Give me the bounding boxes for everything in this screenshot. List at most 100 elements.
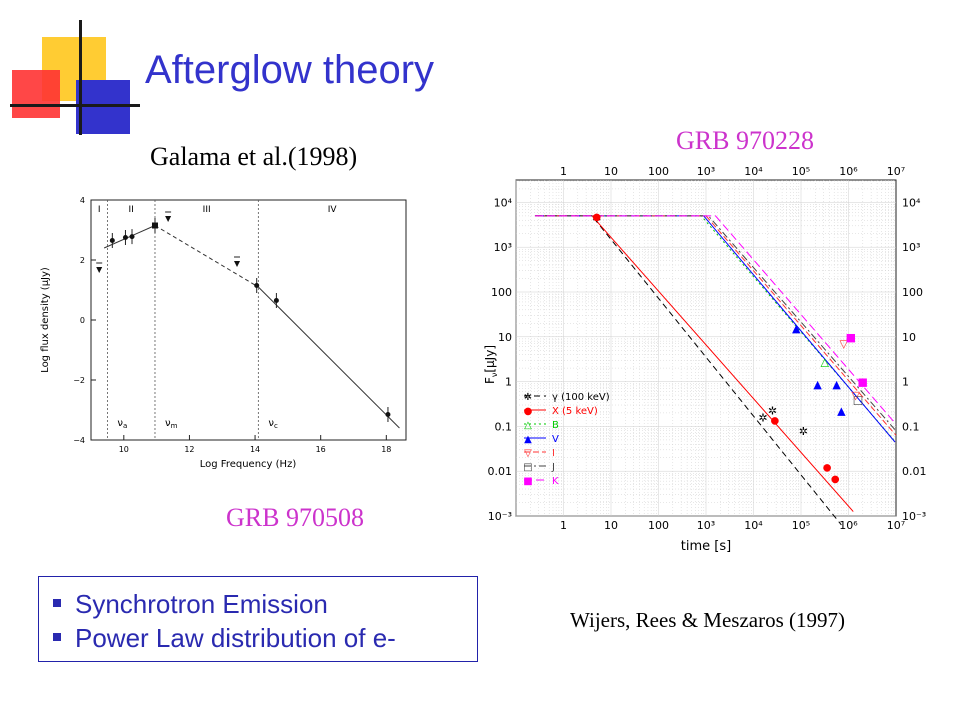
series-point: ✲ <box>799 425 808 438</box>
slide-title: Afterglow theory <box>145 48 435 92</box>
region-label: II <box>129 205 134 215</box>
bullet-square-icon <box>53 599 61 608</box>
chart1-ylabel: Log flux density (μJy) <box>40 267 51 373</box>
y-right-tick-label: 10⁴ <box>902 196 921 209</box>
y-tick-label: 2 <box>80 256 85 265</box>
series-point: ■ <box>858 376 868 389</box>
data-point <box>129 234 135 240</box>
y-tick-label: 0.1 <box>495 420 513 433</box>
x-top-tick-label: 1 <box>560 165 567 178</box>
legend-marker: ■ <box>523 476 532 487</box>
legend-marker: ▽ <box>524 448 532 459</box>
bullet-box: Synchrotron Emission Power Law distribut… <box>38 576 478 662</box>
right-citation: Wijers, Rees & Meszaros (1997) <box>570 608 845 632</box>
series-point: ✲ <box>758 411 767 424</box>
left-citation: Galama et al.(1998) <box>150 142 358 171</box>
upper-limit-arrow <box>234 261 241 267</box>
series-line <box>535 215 854 512</box>
legend-label: X (5 keV) <box>552 406 598 417</box>
legend-marker: ● <box>524 406 533 417</box>
x-tick-label: 1 <box>560 519 567 532</box>
legend-label: K <box>552 476 559 487</box>
data-point <box>385 412 391 417</box>
x-tick-label: 100 <box>648 519 669 532</box>
series-point: ▽ <box>851 389 860 402</box>
chart2-ylabel: Fν[μJy] <box>483 345 499 384</box>
series-point: ▲ <box>813 378 822 391</box>
series-point: □ <box>853 394 863 407</box>
chart1-frame <box>90 199 407 441</box>
y-tick-label: 4 <box>80 196 85 205</box>
x-top-tick-label: 10³ <box>697 165 715 178</box>
legend-label: V <box>552 434 559 445</box>
series-point: ● <box>592 212 601 223</box>
x-top-tick-label: 100 <box>648 165 669 178</box>
y-tick-label: 10⁴ <box>494 196 513 209</box>
legend-marker: △ <box>524 420 532 431</box>
data-point <box>122 235 128 240</box>
y-right-tick-label: 0.1 <box>902 420 920 433</box>
y-tick-label: 0.01 <box>488 465 513 478</box>
y-tick-label: 100 <box>491 286 512 299</box>
data-point <box>152 223 158 228</box>
break-label: νa <box>117 418 127 430</box>
y-tick-label: 10⁻³ <box>488 510 512 523</box>
deco-blue-square <box>76 80 130 134</box>
y-tick-label: −4 <box>73 436 85 445</box>
x-top-tick-label: 10⁶ <box>839 165 858 178</box>
region-label: IV <box>328 205 338 215</box>
region-label: I <box>98 205 101 215</box>
x-tick-label: 10 <box>604 519 618 532</box>
model-segment <box>257 286 400 429</box>
legend-label: γ (100 keV) <box>552 392 610 403</box>
legend-label: I <box>552 448 555 459</box>
lightcurve-chart: 1 1 10 10 100 100 10³ 10³ 10⁴ 10⁴ 10⁵ 10⁵ 10⁶ 10⁶ 10⁷ 1… <box>483 165 927 554</box>
x-tick-label: 12 <box>184 445 194 454</box>
series-point: ▲ <box>837 405 846 418</box>
series-point: ● <box>823 463 832 474</box>
bullet-item: Synchrotron Emission <box>53 587 477 621</box>
left-chart-label: GRB 970508 <box>226 503 364 532</box>
x-tick-label: 14 <box>250 445 260 454</box>
data-point <box>273 298 279 303</box>
x-tick-label: 10 <box>119 445 129 454</box>
region-label: III <box>203 205 211 215</box>
y-right-tick-label: 100 <box>902 286 923 299</box>
y-tick-label: 10 <box>498 331 512 344</box>
series-point: ▲ <box>792 322 801 335</box>
y-right-tick-label: 1 <box>902 376 909 389</box>
chart1-xlabel: Log Frequency (Hz) <box>200 459 297 470</box>
series-point: ■ <box>846 331 856 344</box>
x-tick-label: 10⁶ <box>839 519 858 532</box>
deco-vertical-line <box>79 20 82 135</box>
series-point: ✲ <box>592 212 601 225</box>
y-tick-label: 0 <box>80 316 85 325</box>
series-line <box>535 215 842 526</box>
legend-marker: ✲ <box>524 392 532 403</box>
legend-marker: □ <box>523 462 532 473</box>
x-top-tick-label: 10⁵ <box>792 165 810 178</box>
y-tick-label: −2 <box>73 376 85 385</box>
x-top-tick-label: 10⁴ <box>744 165 763 178</box>
x-tick-label: 10⁷ <box>887 519 905 532</box>
x-top-tick-label: 10 <box>604 165 618 178</box>
bullet-square-icon <box>53 633 61 642</box>
series-point: ▲ <box>832 378 841 391</box>
series-point: ● <box>771 416 780 427</box>
series-point: ✲ <box>768 405 777 418</box>
x-tick-label: 10⁵ <box>792 519 810 532</box>
x-tick-label: 10³ <box>697 519 715 532</box>
legend-label: J <box>551 462 555 473</box>
series-point: ● <box>831 474 840 485</box>
series-line <box>535 215 897 425</box>
x-tick-label: 18 <box>381 445 391 454</box>
chart2-xlabel: time [s] <box>681 539 731 554</box>
x-tick-label: 10⁴ <box>744 519 763 532</box>
model-segment <box>154 225 259 288</box>
legend-marker: ▲ <box>524 434 532 445</box>
deco-horizontal-line <box>10 104 140 107</box>
bullet-item: Power Law distribution of e- <box>53 621 477 655</box>
upper-limit-arrow <box>96 267 103 273</box>
upper-limit-arrow <box>165 216 172 222</box>
